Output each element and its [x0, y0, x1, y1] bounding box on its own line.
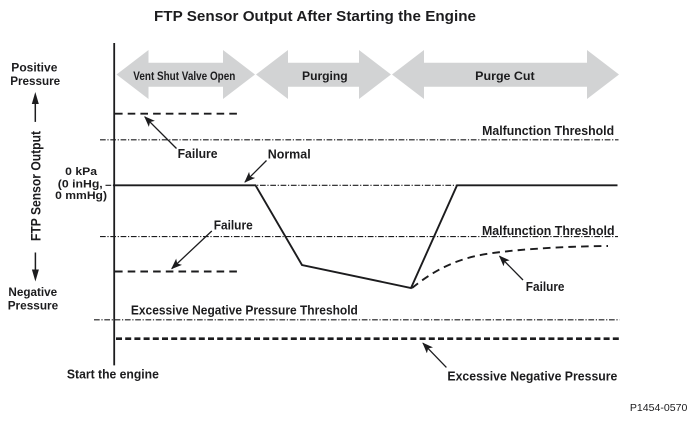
svg-text:P1454-0570: P1454-0570 [630, 402, 688, 414]
svg-text:Negative: Negative [8, 285, 57, 299]
svg-text:Start the engine: Start the engine [67, 367, 159, 381]
svg-text:(0 inHg,: (0 inHg, [58, 179, 103, 191]
svg-text:Purging: Purging [302, 69, 348, 83]
svg-text:Normal: Normal [268, 147, 311, 161]
svg-text:Vent Shut Valve Open: Vent Shut Valve Open [133, 69, 235, 83]
svg-text:FTP Sensor Output After Starti: FTP Sensor Output After Starting the Eng… [154, 8, 476, 25]
svg-text:Failure: Failure [526, 280, 565, 294]
svg-text:Pressure: Pressure [8, 299, 59, 313]
svg-text:Malfunction Threshold: Malfunction Threshold [482, 124, 614, 138]
svg-text:0 kPa: 0 kPa [65, 166, 97, 178]
svg-text:Failure: Failure [178, 147, 218, 161]
svg-text:FTP Sensor Output: FTP Sensor Output [28, 131, 43, 241]
svg-text:Malfunction Threshold: Malfunction Threshold [482, 224, 615, 238]
svg-text:Failure: Failure [214, 218, 253, 232]
svg-text:Purge Cut: Purge Cut [475, 69, 535, 83]
svg-text:Pressure: Pressure [10, 74, 60, 88]
svg-text:Positive: Positive [11, 61, 57, 75]
svg-text:0 mmHg): 0 mmHg) [55, 190, 107, 202]
svg-text:Excessive Negative Pressure Th: Excessive Negative Pressure Threshold [131, 304, 358, 318]
svg-text:Excessive Negative Pressure: Excessive Negative Pressure [447, 370, 617, 384]
